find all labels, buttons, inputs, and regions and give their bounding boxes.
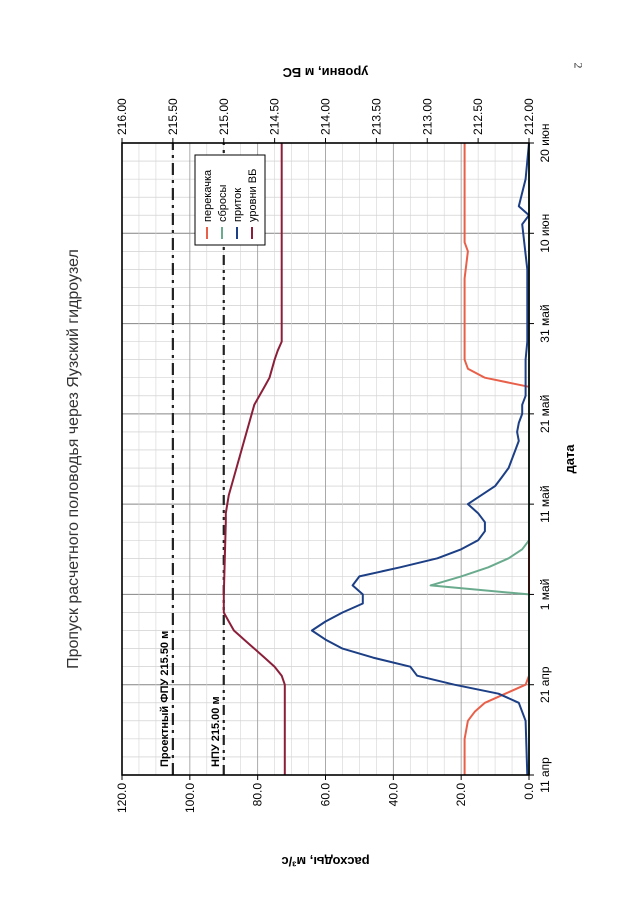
y-right-tick-label: 212.50 (471, 98, 485, 135)
y-right-tick-label: 213.50 (369, 98, 383, 135)
grid (121, 142, 530, 776)
x-tick-label: 21 май (538, 395, 552, 433)
annotation-label: НПУ 215.00 м (210, 696, 222, 767)
y-left-tick-label: 100.0 (183, 783, 197, 813)
x-tick-label: 1 май (538, 579, 552, 611)
y-left-tick-label: 0.0 (522, 783, 536, 800)
annotations: Проектный ФПУ 215.50 м НПУ 215.00 м (159, 143, 225, 775)
y-right-tick-label: 214.50 (268, 98, 282, 135)
legend-box (194, 154, 266, 246)
y-right-tick-label: 216.00 (115, 98, 129, 135)
series-line (310, 142, 530, 776)
y-right-tick-label: 215.00 (217, 98, 231, 135)
series-line (429, 143, 530, 775)
y-axis-right-label: уровни, м БС (282, 65, 368, 80)
y-axis-left-label: расходы, м³/с (281, 854, 369, 869)
y-right-tick-label: 215.50 (166, 98, 180, 135)
y-right-tick-label: 214.00 (319, 98, 333, 135)
chart-title: Пропуск расчетного половодья через Яузск… (65, 249, 82, 669)
y-left-tick-label: 60.0 (319, 783, 333, 807)
y-left-tick-label: 40.0 (386, 783, 400, 807)
x-tick-label: 11 апр (538, 757, 552, 793)
y-left-tick-label: 120.0 (115, 783, 129, 813)
x-tick-label: 10 июн (538, 214, 552, 253)
y-right-tick-label: 212.00 (522, 98, 536, 135)
x-tick-label: 21 апр (538, 666, 552, 703)
legend: перекачка сбросы приток уровни ВБ (194, 154, 266, 246)
series-line (222, 143, 286, 775)
y-left-tick-label: 80.0 (251, 783, 265, 807)
annotation-label: Проектный ФПУ 215.50 м (159, 631, 171, 767)
axes: 11 апр 21 апр 1 май 11 май 21 май 31 май 10 ию… (115, 98, 552, 813)
x-tick-label: 20 июн (538, 123, 552, 162)
x-tick-label: 31 май (538, 304, 552, 342)
legend-label: приток (232, 188, 244, 222)
series-line (463, 143, 530, 775)
x-tick-label: 11 май (538, 485, 552, 522)
x-axis-label: дата (562, 444, 577, 474)
y-left-tick-label: 20.0 (454, 783, 468, 807)
y-right-tick-label: 213.00 (420, 98, 434, 135)
series-group (222, 142, 530, 776)
legend-label: сбросы (217, 184, 229, 222)
legend-label: перекачка (202, 169, 214, 222)
legend-label: уровни ВБ (247, 169, 259, 222)
